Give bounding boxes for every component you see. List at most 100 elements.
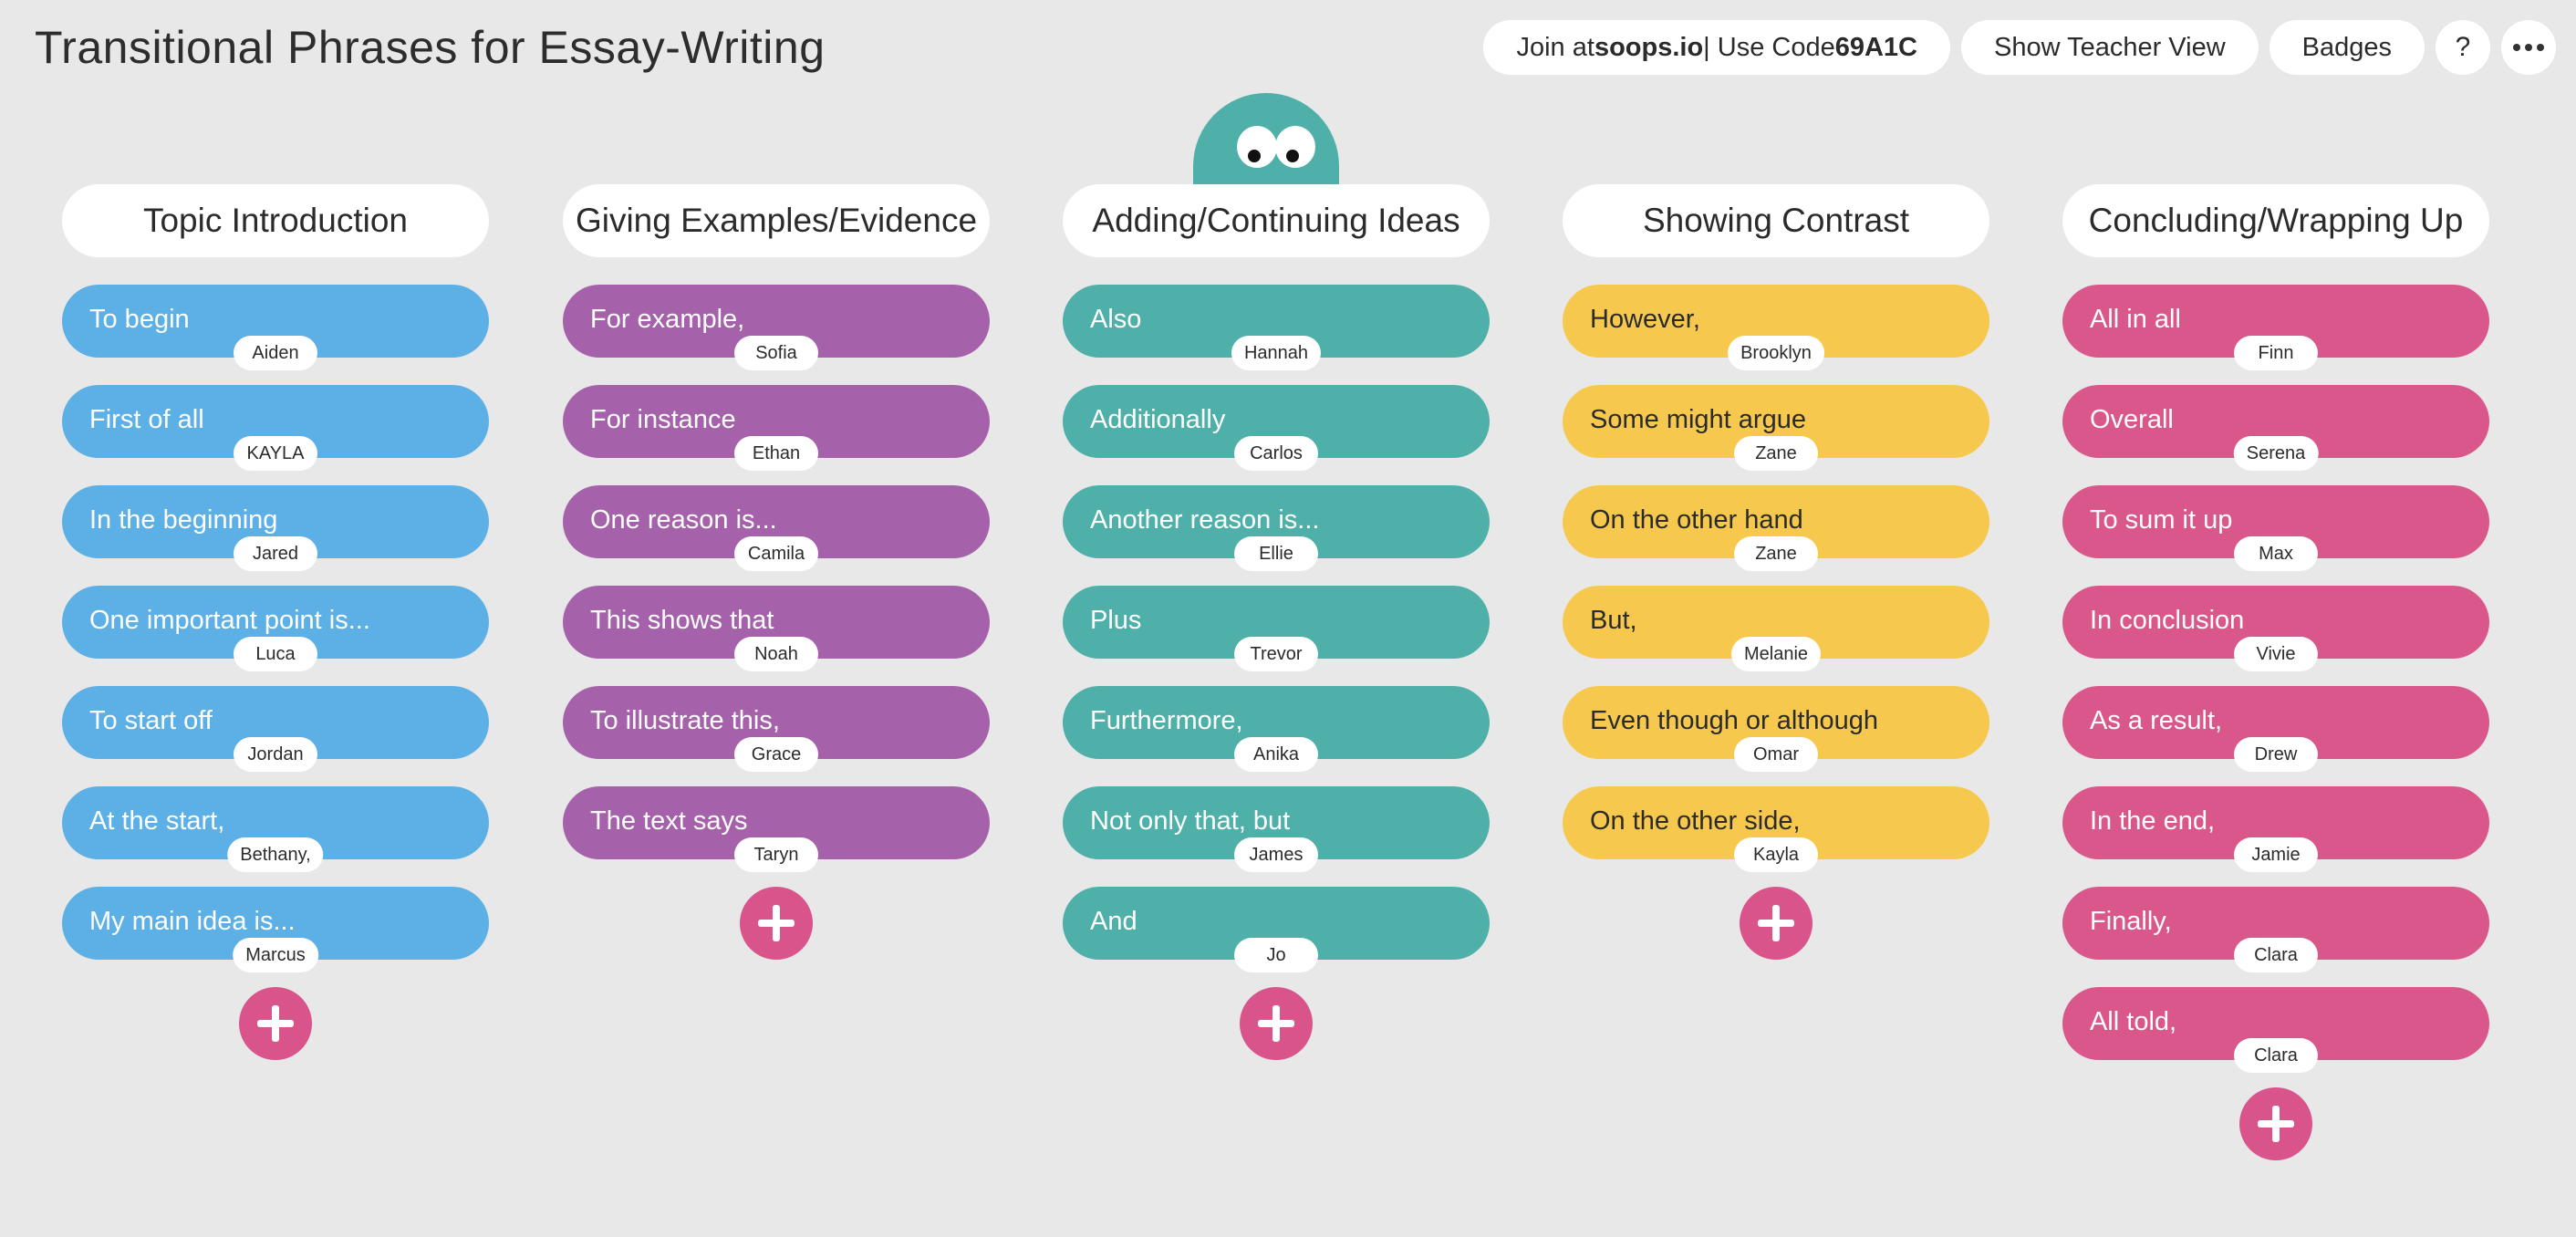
phrase-card[interactable]: All in all Finn (2062, 285, 2489, 370)
phrase-text: One important point is... (89, 606, 370, 635)
help-button[interactable]: ? (2436, 20, 2490, 75)
phrase-text: My main idea is... (89, 907, 296, 936)
phrase-card[interactable]: To illustrate this, Grace (563, 686, 990, 772)
phrase-card[interactable]: Finally, Clara (2062, 887, 2489, 972)
phrase-text: Additionally (1090, 405, 1226, 434)
phrase-card[interactable]: Another reason is... Ellie (1063, 485, 1490, 571)
phrase-text: However, (1590, 305, 1700, 334)
phrase-card[interactable]: Furthermore, Anika (1063, 686, 1490, 772)
phrase-card[interactable]: On the other hand Zane (1563, 485, 1989, 571)
column-header[interactable]: Giving Examples/Evidence (563, 184, 990, 257)
phrase-text: To start off (89, 706, 213, 735)
join-code: 69A1C (1834, 32, 1917, 62)
phrase-card[interactable]: For example, Sofia (563, 285, 990, 370)
author-tag: Taryn (734, 837, 818, 872)
add-phrase-button[interactable] (740, 887, 813, 960)
phrase-card[interactable]: For instance Ethan (563, 385, 990, 471)
phrase-card[interactable]: All told, Clara (2062, 987, 2489, 1073)
author-tag: Zane (1734, 436, 1818, 471)
phrase-text: The text says (590, 806, 748, 836)
phrase-card[interactable]: To begin Aiden (62, 285, 489, 370)
mascot-icon (1193, 93, 1339, 184)
phrase-card[interactable]: And Jo (1063, 887, 1490, 972)
author-tag: Ethan (734, 436, 818, 471)
phrase-card[interactable]: Overall Serena (2062, 385, 2489, 471)
phrase-text: At the start, (89, 806, 225, 836)
phrase-text: One reason is... (590, 505, 777, 535)
author-tag: James (1234, 837, 1318, 872)
phrase-text: In the end, (2090, 806, 2216, 836)
column-header[interactable]: Concluding/Wrapping Up (2062, 184, 2489, 257)
phrase-card[interactable]: To sum it up Max (2062, 485, 2489, 571)
phrase-text: Overall (2090, 405, 2174, 434)
phrase-card[interactable]: The text says Taryn (563, 786, 990, 872)
author-tag: Ellie (1234, 536, 1318, 571)
badges-button[interactable]: Badges (2269, 20, 2425, 75)
phrase-text: First of all (89, 405, 204, 434)
column-header[interactable]: Adding/Continuing Ideas (1063, 184, 1490, 257)
phrase-text: Plus (1090, 606, 1142, 635)
phrase-card[interactable]: This shows that Noah (563, 586, 990, 671)
phrase-card[interactable]: One important point is... Luca (62, 586, 489, 671)
column-2: Adding/Continuing Ideas Also Hannah Additio… (1063, 184, 1490, 1060)
author-tag: Finn (2234, 336, 2318, 370)
phrase-card[interactable]: Even though or although Omar (1563, 686, 1989, 772)
phrase-card[interactable]: On the other side, Kayla (1563, 786, 1989, 872)
phrase-text: Also (1090, 305, 1142, 334)
phrase-card[interactable]: In conclusion Vivie (2062, 586, 2489, 671)
author-tag: Noah (734, 637, 818, 671)
phrase-text: Finally, (2090, 907, 2172, 936)
author-tag: Jamie (2234, 837, 2318, 872)
show-teacher-view-button[interactable]: Show Teacher View (1961, 20, 2259, 75)
author-tag: Kayla (1734, 837, 1818, 872)
author-tag: Zane (1734, 536, 1818, 571)
column-header[interactable]: Showing Contrast (1563, 184, 1989, 257)
author-tag: Marcus (233, 938, 318, 972)
phrase-card[interactable]: But, Melanie (1563, 586, 1989, 671)
join-prefix: Join at (1516, 32, 1594, 62)
author-tag: Luca (234, 637, 317, 671)
add-phrase-button[interactable] (1740, 887, 1813, 960)
phrase-card[interactable]: As a result, Drew (2062, 686, 2489, 772)
author-tag: Drew (2234, 737, 2318, 772)
phrase-card[interactable]: In the end, Jamie (2062, 786, 2489, 872)
page-title: Transitional Phrases for Essay-Writing (35, 22, 826, 73)
phrase-card[interactable]: Additionally Carlos (1063, 385, 1490, 471)
phrase-text: In the beginning (89, 505, 278, 535)
add-phrase-button[interactable] (1240, 987, 1313, 1060)
phrase-card[interactable]: Some might argue Zane (1563, 385, 1989, 471)
column-4: Concluding/Wrapping Up All in all Finn Over… (2062, 184, 2489, 1160)
phrase-card[interactable]: At the start, Bethany, (62, 786, 489, 872)
phrase-card[interactable]: First of all KAYLA (62, 385, 489, 471)
phrase-text: As a result, (2090, 706, 2223, 735)
phrase-card[interactable]: One reason is... Camila (563, 485, 990, 571)
mascot-eye-right (1275, 126, 1315, 168)
more-horizontal-icon (2513, 44, 2544, 51)
author-tag: Brooklyn (1728, 336, 1824, 370)
join-code-button[interactable]: Join at soops.io | Use Code 69A1C (1483, 20, 1950, 75)
author-tag: Jordan (234, 737, 317, 772)
phrase-card[interactable]: Plus Trevor (1063, 586, 1490, 671)
author-tag: Clara (2234, 938, 2318, 972)
phrase-card[interactable]: However, Brooklyn (1563, 285, 1989, 370)
phrase-text: For instance (590, 405, 736, 434)
author-tag: Serena (2233, 436, 2319, 471)
more-options-button[interactable] (2501, 20, 2556, 75)
phrase-text: All told, (2090, 1007, 2177, 1036)
phrase-card[interactable]: Also Hannah (1063, 285, 1490, 370)
add-phrase-button[interactable] (2239, 1087, 2312, 1160)
phrase-text: Another reason is... (1090, 505, 1320, 535)
phrase-card[interactable]: My main idea is... Marcus (62, 887, 489, 972)
author-tag: Grace (734, 737, 818, 772)
column-3: Showing Contrast However, Brooklyn Some mig… (1563, 184, 1989, 960)
author-tag: KAYLA (234, 436, 317, 471)
phrase-card[interactable]: To start off Jordan (62, 686, 489, 772)
author-tag: Clara (2234, 1038, 2318, 1073)
column-header[interactable]: Topic Introduction (62, 184, 489, 257)
phrase-text: And (1090, 907, 1137, 936)
phrase-card[interactable]: Not only that, but James (1063, 786, 1490, 872)
phrase-text: On the other hand (1590, 505, 1803, 535)
add-phrase-button[interactable] (239, 987, 312, 1060)
phrase-card[interactable]: In the beginning Jared (62, 485, 489, 571)
phrase-text: Furthermore, (1090, 706, 1243, 735)
